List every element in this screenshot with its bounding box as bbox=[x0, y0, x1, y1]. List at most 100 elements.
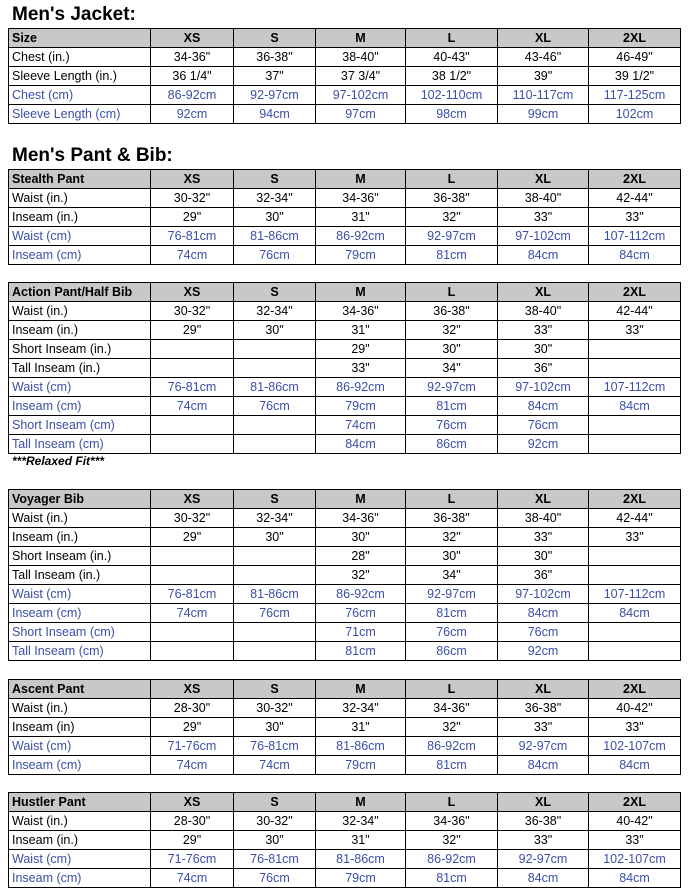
size-value: 86cm bbox=[405, 641, 498, 661]
size-header: M bbox=[315, 282, 406, 302]
size-value: 42-44" bbox=[588, 301, 681, 321]
table-row: Waist (in.) 30-32" 32-34" 34-36" 36-38" 38-40… bbox=[8, 188, 681, 208]
size-value: 81cm bbox=[405, 868, 498, 888]
relaxed-fit-note: ***Relaxed Fit*** bbox=[12, 454, 105, 468]
pants-title: Men's Pant & Bib: bbox=[12, 145, 173, 166]
size-value: 30" bbox=[497, 339, 589, 359]
size-value: 86-92cm bbox=[315, 226, 406, 246]
hustler-pant-table: Hustler Pant XS S M L XL 2XL Waist (in.) 28-30" 3… bbox=[8, 792, 681, 888]
table-row: Waist (in.) 30-32" 32-34" 34-36" 36-38" 38-40… bbox=[8, 301, 681, 321]
table-row: Short Inseam (cm) 74cm 76cm 76cm bbox=[8, 415, 681, 435]
size-value: 81-86cm bbox=[233, 377, 316, 397]
size-value: 94cm bbox=[233, 104, 316, 124]
table-row: Waist (cm) 76-81cm 81-86cm 86-92cm 92-97cm 97… bbox=[8, 584, 681, 604]
table-row: Chest (cm) 86-92cm 92-97cm 97-102cm 102-110c… bbox=[8, 85, 681, 105]
row-label: Tall Inseam (in.) bbox=[8, 565, 151, 585]
size-value bbox=[150, 434, 234, 454]
size-value: 97-102cm bbox=[497, 226, 589, 246]
size-header: XS bbox=[150, 169, 234, 189]
size-value: 84cm bbox=[497, 603, 589, 623]
size-value bbox=[150, 565, 234, 585]
size-value: 86-92cm bbox=[405, 849, 498, 869]
size-value bbox=[150, 415, 234, 435]
size-header: XS bbox=[150, 792, 234, 812]
table-row: Tall Inseam (cm) 81cm 86cm 92cm bbox=[8, 641, 681, 661]
size-value: 38-40" bbox=[497, 508, 589, 528]
table-row: Inseam (in) 29" 30" 31" 32" 33" 33" bbox=[8, 717, 681, 737]
row-label: Short Inseam (in.) bbox=[8, 339, 151, 359]
size-value: 97-102cm bbox=[497, 377, 589, 397]
row-label: Waist (in.) bbox=[8, 188, 151, 208]
size-value: 76cm bbox=[233, 396, 316, 416]
size-value: 33" bbox=[588, 527, 681, 547]
size-value: 79cm bbox=[315, 396, 406, 416]
size-value: 38-40" bbox=[497, 188, 589, 208]
size-value: 32-34" bbox=[233, 188, 316, 208]
size-value: 92-97cm bbox=[405, 584, 498, 604]
size-value: 32" bbox=[405, 717, 498, 737]
size-value: 36-38" bbox=[233, 47, 316, 67]
size-value: 38-40" bbox=[315, 47, 406, 67]
size-header: 2XL bbox=[588, 679, 681, 699]
size-value: 98cm bbox=[405, 104, 498, 124]
size-value: 39 1/2" bbox=[588, 66, 681, 86]
header-row: Hustler Pant XS S M L XL 2XL bbox=[8, 792, 681, 812]
size-value: 37 3/4" bbox=[315, 66, 406, 86]
size-header: M bbox=[315, 28, 406, 48]
row-label: Short Inseam (cm) bbox=[8, 415, 151, 435]
table-row: Inseam (in.) 29" 30" 30" 32" 33" 33" bbox=[8, 527, 681, 547]
size-value: 107-112cm bbox=[588, 377, 681, 397]
size-value: 30" bbox=[233, 207, 316, 227]
size-value: 32" bbox=[405, 830, 498, 850]
row-label: Tall Inseam (in.) bbox=[8, 358, 151, 378]
size-value: 84cm bbox=[588, 245, 681, 265]
size-value: 102-107cm bbox=[588, 736, 681, 756]
size-value: 29" bbox=[315, 339, 406, 359]
row-label: Waist (cm) bbox=[8, 377, 151, 397]
size-header: L bbox=[405, 489, 498, 509]
size-value: 33" bbox=[497, 207, 589, 227]
size-value: 76cm bbox=[315, 603, 406, 623]
size-value bbox=[150, 339, 234, 359]
size-header: L bbox=[405, 679, 498, 699]
table-row: Tall Inseam (cm) 84cm 86cm 92cm bbox=[8, 434, 681, 454]
size-value: 36" bbox=[497, 565, 589, 585]
size-value bbox=[588, 434, 681, 454]
size-value: 30" bbox=[233, 717, 316, 737]
size-value: 76cm bbox=[233, 245, 316, 265]
size-value: 117-125cm bbox=[588, 85, 681, 105]
table-row: Inseam (in.) 29" 30" 31" 32" 33" 33" bbox=[8, 207, 681, 227]
size-value: 29" bbox=[150, 207, 234, 227]
table-header-label: Action Pant/Half Bib bbox=[8, 282, 151, 302]
size-value: 84cm bbox=[588, 755, 681, 775]
size-header: 2XL bbox=[588, 792, 681, 812]
size-value: 30-32" bbox=[150, 301, 234, 321]
size-header: S bbox=[233, 282, 316, 302]
size-header: S bbox=[233, 169, 316, 189]
size-value: 84cm bbox=[497, 868, 589, 888]
size-value: 76-81cm bbox=[150, 226, 234, 246]
size-value: 33" bbox=[588, 717, 681, 737]
size-value: 30" bbox=[405, 546, 498, 566]
size-value: 34-36" bbox=[315, 508, 406, 528]
size-value: 32-34" bbox=[233, 508, 316, 528]
row-label: Inseam (in.) bbox=[8, 527, 151, 547]
size-header: S bbox=[233, 679, 316, 699]
size-value: 74cm bbox=[150, 603, 234, 623]
size-value: 74cm bbox=[150, 396, 234, 416]
size-value bbox=[233, 415, 316, 435]
size-header: S bbox=[233, 489, 316, 509]
header-row: Action Pant/Half Bib XS S M L XL 2XL bbox=[8, 282, 681, 302]
table-row: Chest (in.) 34-36" 36-38" 38-40" 40-43" 43-46… bbox=[8, 47, 681, 67]
size-value: 30" bbox=[233, 527, 316, 547]
size-value: 86-92cm bbox=[315, 377, 406, 397]
size-value: 76-81cm bbox=[233, 849, 316, 869]
size-value: 42-44" bbox=[588, 508, 681, 528]
size-value: 92-97cm bbox=[497, 736, 589, 756]
table-row: Inseam (in.) 29" 30" 31" 32" 33" 33" bbox=[8, 830, 681, 850]
size-value bbox=[588, 565, 681, 585]
size-value: 76cm bbox=[233, 868, 316, 888]
table-row: Inseam (cm) 74cm 76cm 76cm 81cm 84cm 84cm bbox=[8, 603, 681, 623]
size-header: 2XL bbox=[588, 489, 681, 509]
row-label: Chest (in.) bbox=[8, 47, 151, 67]
